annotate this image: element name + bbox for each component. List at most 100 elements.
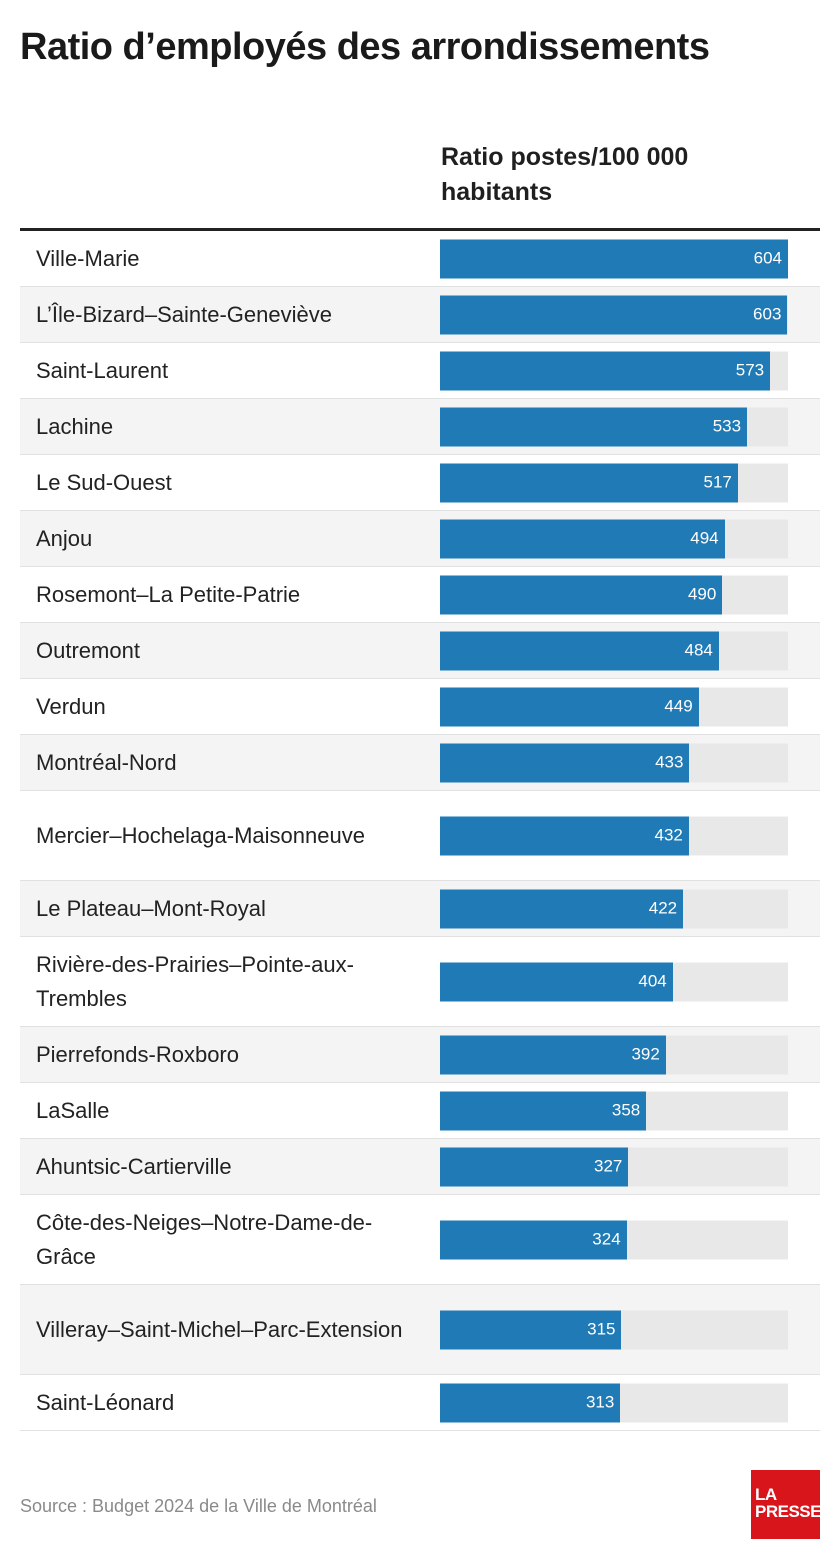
category-label: Lachine: [36, 413, 114, 439]
bar-track: 603: [440, 295, 788, 334]
bar-value-label: 494: [690, 528, 719, 548]
chart-rows: Ville-Marie 604 L’Île-Bizard–Sainte-Genevi…: [20, 231, 820, 1431]
bar: 404: [440, 962, 673, 1001]
table-row: Verdun 449: [20, 679, 820, 735]
bar-track: 604: [440, 239, 788, 278]
bar: 603: [440, 295, 788, 334]
category-label: Saint-Laurent: [36, 357, 169, 383]
category-label: Montréal-Nord: [36, 749, 177, 775]
category-label: Pierrefonds-Roxboro: [36, 1041, 239, 1067]
bar: 313: [440, 1383, 621, 1422]
table-row: L’Île-Bizard–Sainte-Geneviève 603: [20, 287, 820, 343]
table-row: Mercier–Hochelaga-Maisonneuve 432: [20, 791, 820, 881]
bar-value-label: 490: [687, 584, 717, 604]
bar: 484: [440, 631, 719, 670]
bar-value-label: 517: [703, 472, 732, 492]
category-label: Saint-Léonard: [36, 1389, 175, 1415]
table-row: Outremont 484: [20, 623, 820, 679]
bar-track: 533: [440, 407, 788, 446]
table-row: Montréal-Nord 433: [20, 735, 820, 791]
bar-value-label: 603: [753, 304, 782, 324]
bar-track: 404: [440, 962, 788, 1001]
bar-track: 315: [440, 1310, 788, 1349]
logo-line-2: PRESSE: [755, 1502, 821, 1521]
bar-value-label: 313: [585, 1392, 615, 1412]
bar: 432: [440, 816, 689, 855]
category-label: Le Plateau–Mont-Royal: [36, 895, 266, 921]
bar-value-label: 573: [735, 360, 765, 380]
bar-value-label: 432: [654, 825, 683, 845]
category-label: Mercier–Hochelaga-Maisonneuve: [36, 822, 365, 848]
bar-track: 432: [440, 816, 788, 855]
bar-track: 327: [440, 1147, 788, 1186]
category-label: Rivière-des-Prairies–Pointe-aux-Trembles: [36, 951, 354, 1011]
bar: 433: [440, 743, 690, 782]
table-row: Ahuntsic-Cartierville 327: [20, 1139, 820, 1195]
bar: 358: [440, 1091, 647, 1130]
table-row: Le Plateau–Mont-Royal 422: [20, 881, 820, 937]
bar-value-label: 392: [631, 1044, 660, 1064]
bar: 533: [440, 407, 748, 446]
bar: 324: [440, 1220, 627, 1259]
category-label: Rosemont–La Petite-Patrie: [36, 581, 301, 607]
bar: 573: [440, 351, 771, 390]
bar: 494: [440, 519, 725, 558]
table-row: Rosemont–La Petite-Patrie 490: [20, 567, 820, 623]
bar-track: 484: [440, 631, 788, 670]
table-row: Pierrefonds-Roxboro 392: [20, 1027, 820, 1083]
bar-track: 517: [440, 463, 788, 502]
source-note: Source : Budget 2024 de la Ville de Mont…: [20, 1496, 377, 1516]
category-label: LaSalle: [36, 1097, 110, 1123]
bar: 490: [440, 575, 723, 614]
category-label: Villeray–Saint-Michel–Parc-Extension: [36, 1316, 403, 1342]
header-rule: [20, 228, 820, 231]
value-column-header: Ratio postes/100 000 habitants: [441, 143, 689, 206]
table-row: Lachine 533: [20, 399, 820, 455]
table-row: Saint-Laurent 573: [20, 343, 820, 399]
bar: 449: [440, 687, 699, 726]
category-label: Côte-des-Neiges–Notre-Dame-de-Grâce: [36, 1209, 373, 1269]
table-row: LaSalle 358: [20, 1083, 820, 1139]
la-presse-logo: LA PRESSE: [751, 1470, 821, 1539]
bar-track: 313: [440, 1383, 788, 1422]
bar-track: 573: [440, 351, 788, 390]
table-row: Anjou 494: [20, 511, 820, 567]
category-label: Verdun: [36, 693, 106, 719]
bar-value-label: 358: [611, 1100, 641, 1120]
category-label: Ahuntsic-Cartierville: [36, 1153, 232, 1179]
bar-track: 490: [440, 575, 788, 614]
bar: 517: [440, 463, 738, 502]
bar-track: 433: [440, 743, 788, 782]
bar-value-label: 324: [592, 1229, 621, 1249]
bar-track: 358: [440, 1091, 788, 1130]
table-row: Villeray–Saint-Michel–Parc-Extension 315: [20, 1285, 820, 1375]
bar-track: 449: [440, 687, 788, 726]
category-label: Anjou: [36, 525, 93, 551]
table-row: Saint-Léonard 313: [20, 1375, 820, 1431]
bar: 422: [440, 889, 684, 928]
bar: 327: [440, 1147, 629, 1186]
chart-title: Ratio d’employés des arrondissements: [20, 26, 710, 68]
table-row: Côte-des-Neiges–Notre-Dame-de-Grâce 324: [20, 1195, 820, 1285]
table-row: Rivière-des-Prairies–Pointe-aux-Trembles…: [20, 937, 820, 1027]
bar-track: 422: [440, 889, 788, 928]
bar-value-label: 604: [753, 248, 782, 268]
bar: 392: [440, 1035, 666, 1074]
category-label: Ville-Marie: [36, 245, 140, 271]
table-row: Ville-Marie 604: [20, 231, 820, 287]
bar: 315: [440, 1310, 622, 1349]
bar-value-label: 484: [684, 640, 713, 660]
category-label: Outremont: [36, 637, 140, 663]
bar-value-label: 533: [712, 416, 742, 436]
bar-value-label: 404: [638, 971, 667, 991]
bar-value-label: 327: [594, 1156, 623, 1176]
table-row: Le Sud-Ouest 517: [20, 455, 820, 511]
bar: 604: [440, 239, 788, 278]
bar-track: 324: [440, 1220, 788, 1259]
bar-track: 494: [440, 519, 788, 558]
bar-value-label: 422: [648, 898, 678, 918]
logo-line-1: LA: [755, 1485, 777, 1504]
bar-value-label: 315: [587, 1319, 616, 1339]
bar-value-label: 449: [664, 696, 693, 716]
bar-track: 392: [440, 1035, 788, 1074]
